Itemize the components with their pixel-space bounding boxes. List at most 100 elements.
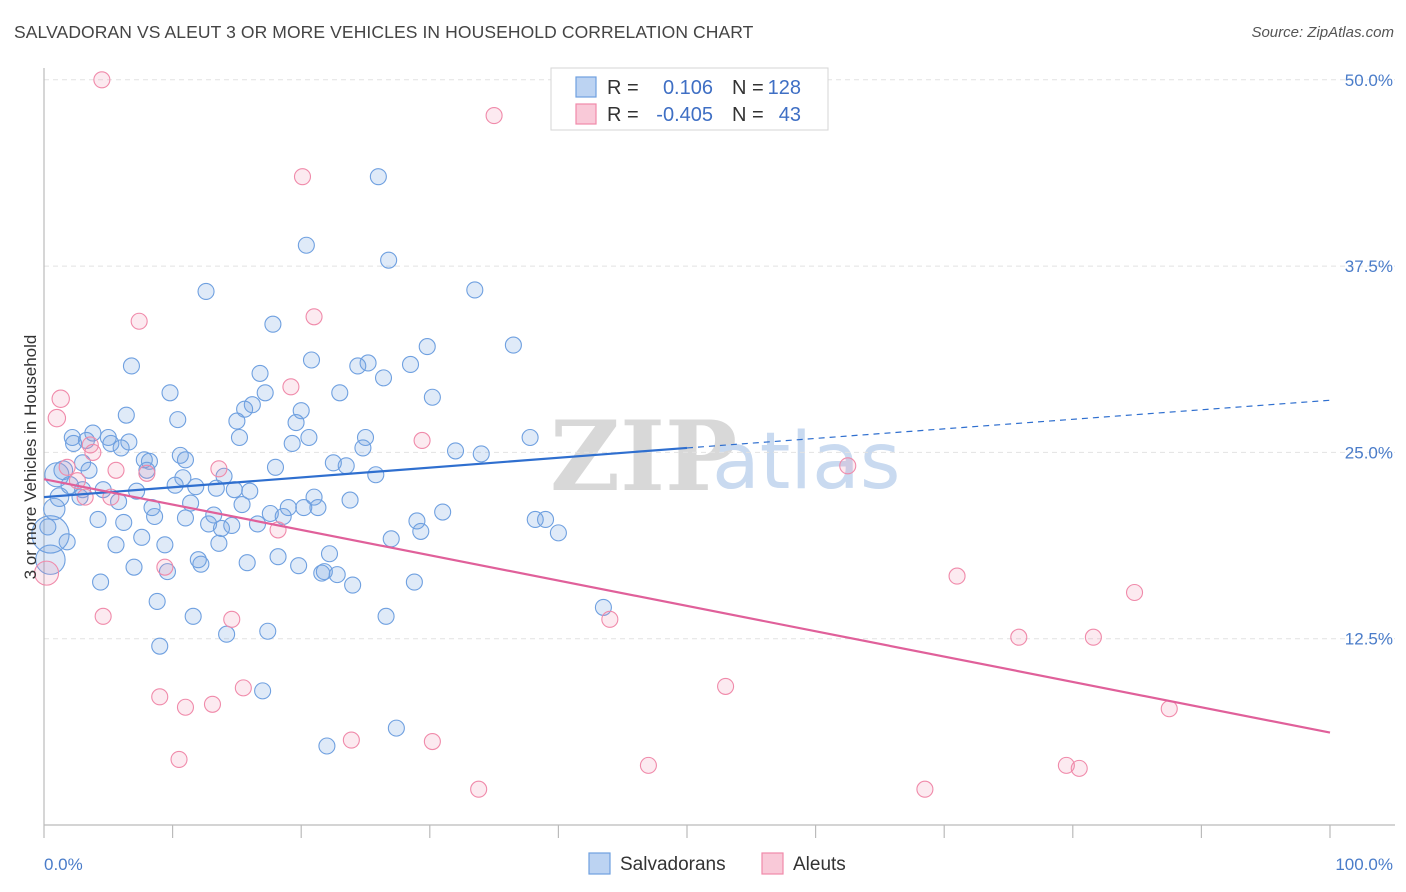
salvadoran-point bbox=[418, 338, 436, 356]
salvadoran-point bbox=[331, 384, 349, 402]
salvadoran-point bbox=[184, 607, 202, 625]
salvadoran-point bbox=[290, 557, 308, 575]
salvadoran-point bbox=[369, 168, 387, 186]
aleut-point bbox=[1125, 583, 1144, 602]
aleut-point bbox=[948, 567, 966, 585]
salvadoran-point bbox=[377, 607, 395, 625]
watermark-atlas: atlas bbox=[712, 417, 901, 507]
aleut-point bbox=[282, 378, 300, 396]
salvadoran-point bbox=[39, 518, 57, 536]
aleut-point bbox=[210, 460, 228, 478]
salvadoran-point bbox=[423, 388, 441, 406]
aleut-point bbox=[234, 679, 252, 697]
legend-swatch-salvadorans bbox=[575, 76, 597, 98]
salvadoran-point bbox=[337, 457, 355, 475]
salvadoran-point bbox=[192, 555, 210, 573]
aleut-point bbox=[130, 312, 148, 330]
bottom-legend-salvadorans: Salvadorans bbox=[620, 854, 726, 875]
legend-r-label-2: R = bbox=[607, 104, 639, 126]
legend-n-label-1: N = bbox=[732, 77, 764, 99]
salvadoran-point bbox=[259, 622, 277, 640]
salvadoran-point bbox=[412, 522, 430, 540]
salvadoran-point bbox=[549, 524, 567, 542]
salvadoran-point bbox=[318, 737, 336, 755]
aleuts-points bbox=[34, 71, 1178, 798]
salvadoran-point bbox=[176, 451, 195, 469]
salvadoran-point bbox=[328, 566, 346, 584]
aleut-point bbox=[1010, 628, 1028, 646]
salvadoran-point bbox=[256, 384, 274, 402]
salvadoran-point bbox=[189, 551, 207, 569]
salvadoran-point bbox=[241, 482, 259, 500]
x-tick-labels: 0.0% 100.0% bbox=[44, 855, 1393, 874]
aleut-point bbox=[601, 610, 619, 628]
aleut-point bbox=[47, 408, 67, 428]
salvadoran-point bbox=[354, 439, 372, 457]
salvadoran-point bbox=[261, 504, 279, 523]
aleut-point bbox=[58, 458, 76, 476]
salvadoran-point bbox=[387, 719, 405, 737]
salvadoran-point bbox=[156, 536, 174, 554]
salvadoran-point bbox=[283, 434, 301, 453]
aleut-point bbox=[1070, 759, 1088, 777]
salvadoran-point bbox=[228, 412, 246, 430]
salvadoran-point bbox=[230, 428, 249, 447]
aleut-point bbox=[176, 698, 195, 716]
aleut-point bbox=[223, 610, 241, 628]
salvadoran-point bbox=[356, 428, 375, 447]
x-tick-label-min: 0.0% bbox=[44, 855, 83, 874]
salvadoran-point bbox=[264, 315, 282, 333]
salvadoran-point bbox=[65, 434, 83, 453]
salvadoran-point bbox=[248, 515, 267, 533]
salvadoran-point bbox=[504, 336, 522, 354]
aleut-point bbox=[423, 732, 441, 751]
salvadoran-point bbox=[212, 519, 231, 537]
salvadoran-point bbox=[122, 357, 140, 375]
salvadoran-point bbox=[63, 428, 81, 447]
aleut-point bbox=[1160, 700, 1178, 718]
salvadoran-point bbox=[344, 576, 362, 594]
y-tick-label: 50.0% bbox=[1345, 71, 1393, 90]
aleut-point bbox=[107, 461, 125, 479]
chart-title: SALVADORAN VS ALEUT 3 OR MORE VEHICLES I… bbox=[14, 22, 754, 42]
salvadoran-point bbox=[380, 251, 398, 269]
salvadoran-point bbox=[315, 563, 333, 581]
aleut-point bbox=[916, 780, 934, 798]
salvadoran-point bbox=[367, 466, 385, 484]
salvadoran-point bbox=[300, 428, 318, 447]
salvadorans-trend-line bbox=[43, 446, 688, 499]
salvadoran-point bbox=[292, 402, 310, 420]
salvadoran-point bbox=[349, 357, 367, 375]
aleut-point bbox=[138, 464, 156, 482]
salvadoran-point bbox=[382, 530, 400, 548]
aleut-point bbox=[203, 695, 222, 713]
aleut-point bbox=[717, 677, 735, 695]
aleut-point bbox=[839, 457, 857, 475]
salvadoran-point bbox=[295, 498, 313, 517]
salvadoran-point bbox=[117, 406, 135, 424]
correlation-legend: R = 0.106 N = 128 R = -0.405 N = 43 bbox=[550, 67, 829, 131]
trend-lines bbox=[43, 399, 1331, 734]
salvadoran-point bbox=[102, 434, 120, 453]
aleut-point bbox=[413, 431, 431, 450]
salvadoran-point bbox=[446, 442, 465, 460]
y-axis-label: 3 or more Vehicles in Household bbox=[21, 335, 40, 580]
salvadoran-point bbox=[89, 510, 107, 529]
salvadoran-point bbox=[148, 592, 166, 610]
salvadoran-point bbox=[341, 491, 359, 509]
legend-n-value-2: 43 bbox=[779, 104, 801, 126]
salvadoran-point bbox=[161, 384, 179, 402]
salvadoran-point bbox=[35, 544, 66, 575]
salvadoran-point bbox=[158, 563, 177, 581]
salvadoran-point bbox=[472, 445, 490, 463]
salvadoran-point bbox=[279, 498, 297, 517]
salvadoran-point bbox=[107, 536, 125, 554]
series-legend: Salvadorans Aleuts bbox=[588, 852, 846, 875]
aleut-point bbox=[305, 308, 323, 326]
salvadoran-point bbox=[359, 354, 377, 372]
aleut-point bbox=[485, 107, 503, 125]
salvadoran-point bbox=[218, 625, 236, 643]
salvadoran-point bbox=[210, 534, 228, 552]
bottom-swatch-salvadorans bbox=[588, 852, 611, 875]
